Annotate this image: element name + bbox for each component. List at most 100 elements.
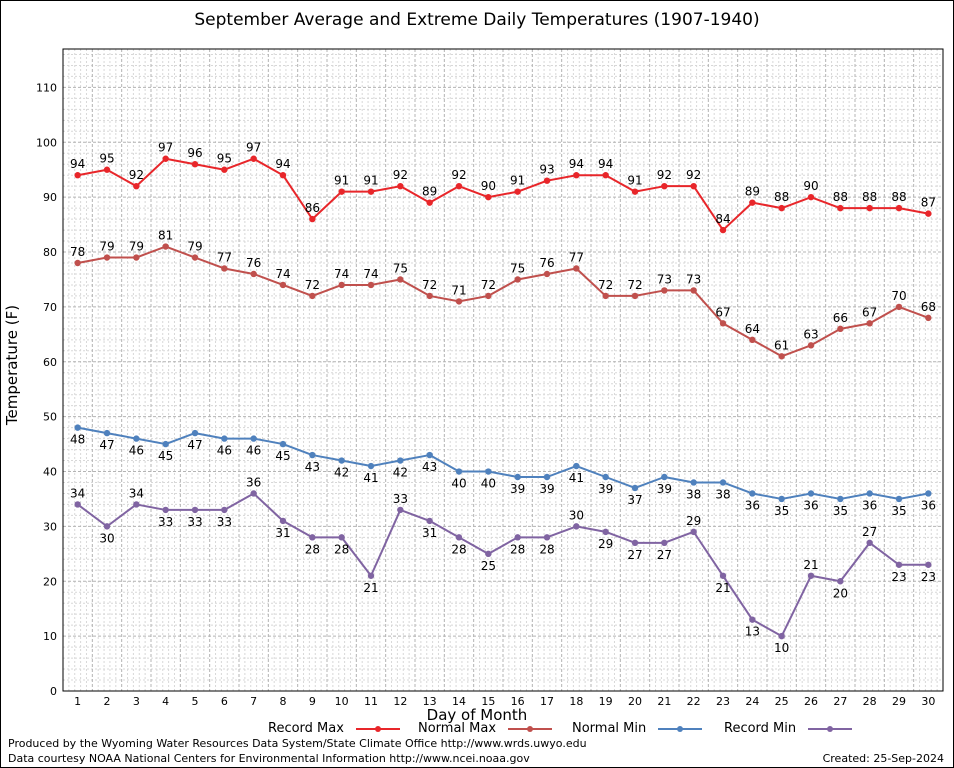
data-point xyxy=(133,254,140,261)
y-tick-label: 10 xyxy=(43,630,57,643)
data-point xyxy=(367,188,375,195)
data-point xyxy=(895,561,903,568)
data-point xyxy=(397,506,404,514)
data-label: 88 xyxy=(833,190,848,204)
x-tick-label: 23 xyxy=(716,695,730,708)
legend-record-max: Record Max xyxy=(268,721,402,736)
data-point xyxy=(74,172,81,179)
data-point xyxy=(719,572,727,579)
data-point xyxy=(485,193,492,201)
data-label: 35 xyxy=(833,504,848,518)
data-label: 90 xyxy=(803,179,818,193)
data-label: 25 xyxy=(481,559,496,573)
data-point xyxy=(719,479,727,486)
data-label: 73 xyxy=(686,272,701,286)
data-point xyxy=(338,188,345,195)
y-tick-label: 70 xyxy=(43,301,57,314)
data-point xyxy=(807,572,815,579)
data-point xyxy=(690,182,697,190)
data-label: 75 xyxy=(510,261,525,275)
data-label: 72 xyxy=(422,278,437,292)
data-point xyxy=(103,429,111,437)
x-tick-label: 21 xyxy=(657,695,671,708)
data-label: 47 xyxy=(187,438,202,452)
data-point xyxy=(485,292,492,300)
data-label: 79 xyxy=(99,240,114,254)
data-label: 38 xyxy=(715,487,730,501)
data-label: 47 xyxy=(99,438,114,452)
series-line xyxy=(77,157,929,232)
data-point xyxy=(338,281,345,289)
data-point xyxy=(221,265,228,272)
data-label: 61 xyxy=(774,338,789,352)
data-label: 46 xyxy=(246,444,261,458)
x-tick-label: 16 xyxy=(511,695,525,708)
data-point xyxy=(661,182,668,190)
x-tick-label: 4 xyxy=(162,695,169,708)
legend-swatch-icon xyxy=(658,725,703,732)
x-tick-label: 6 xyxy=(221,695,228,708)
data-label: 79 xyxy=(129,240,144,254)
plot-border xyxy=(62,48,944,692)
data-point xyxy=(602,172,609,179)
data-label: 75 xyxy=(393,261,408,275)
data-point xyxy=(309,451,316,459)
x-axis-label: Day of Month xyxy=(426,706,528,724)
data-label: 21 xyxy=(803,558,818,572)
data-label: 72 xyxy=(481,278,496,292)
data-point xyxy=(749,490,756,497)
x-tick-label: 14 xyxy=(452,695,466,708)
data-label: 86 xyxy=(305,201,320,215)
data-point xyxy=(925,490,932,497)
data-label: 72 xyxy=(627,278,642,292)
series-line xyxy=(77,426,929,500)
data-label: 71 xyxy=(451,283,466,297)
data-point xyxy=(191,254,199,261)
data-point xyxy=(397,276,404,283)
data-point xyxy=(309,534,316,541)
data-point xyxy=(133,501,140,508)
data-label: 43 xyxy=(422,460,437,474)
data-point xyxy=(485,468,492,475)
data-label: 28 xyxy=(539,542,554,556)
legend-record-min: Record Min xyxy=(724,721,854,736)
data-label: 30 xyxy=(99,531,114,545)
data-label: 88 xyxy=(862,190,877,204)
data-label: 91 xyxy=(627,174,642,188)
data-point xyxy=(74,501,81,508)
data-label: 34 xyxy=(70,486,85,500)
data-label: 79 xyxy=(187,240,202,254)
data-point xyxy=(250,435,257,442)
data-point xyxy=(133,182,140,190)
data-label: 67 xyxy=(715,305,730,319)
data-label: 31 xyxy=(275,526,290,540)
y-tick-label: 0 xyxy=(50,685,57,698)
data-label: 13 xyxy=(745,625,760,639)
data-point xyxy=(338,457,345,464)
data-label: 46 xyxy=(129,444,144,458)
x-tick-label: 25 xyxy=(775,695,789,708)
x-tick-label: 29 xyxy=(892,695,906,708)
legend-label: Record Max xyxy=(268,721,344,736)
data-point xyxy=(543,177,551,184)
data-label: 41 xyxy=(569,471,584,485)
data-point xyxy=(866,204,873,212)
data-label: 36 xyxy=(803,498,818,512)
legend-normal-min: Normal Min xyxy=(572,721,704,736)
data-point xyxy=(279,281,287,289)
data-label: 74 xyxy=(334,267,349,281)
data-label: 74 xyxy=(363,267,378,281)
data-point xyxy=(602,292,609,300)
x-tick-label: 7 xyxy=(250,695,257,708)
data-point xyxy=(719,226,727,234)
data-label: 36 xyxy=(745,498,760,512)
data-point xyxy=(455,534,463,541)
data-point xyxy=(74,259,81,267)
legend-label: Record Min xyxy=(724,721,797,736)
data-point xyxy=(543,270,551,278)
y-tick-label: 30 xyxy=(43,520,57,533)
data-label: 97 xyxy=(246,141,261,155)
data-label: 90 xyxy=(481,179,496,193)
data-point xyxy=(631,539,639,547)
footer-producer: Produced by the Wyoming Water Resources … xyxy=(8,737,587,750)
